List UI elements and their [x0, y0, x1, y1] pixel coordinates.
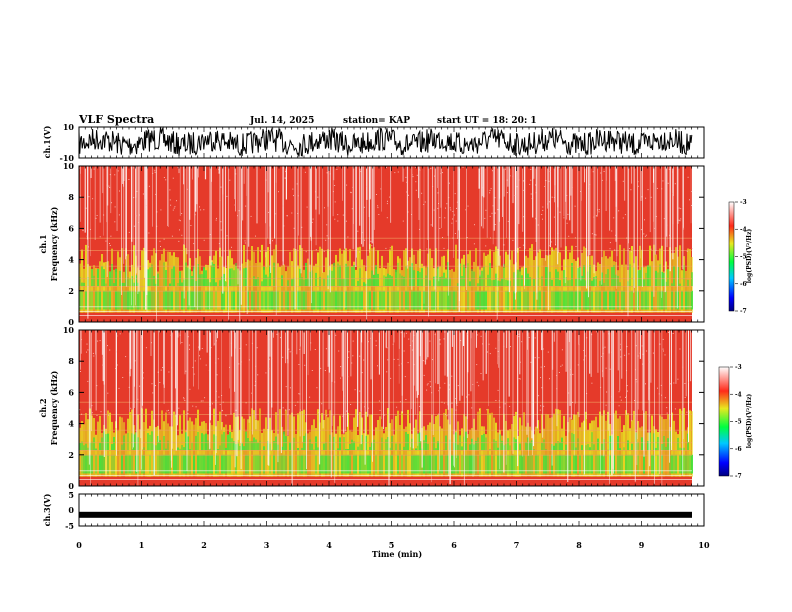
ch2-ytick-label: 4 [68, 419, 74, 429]
ch3-trace [79, 511, 692, 518]
ch1-spectrogram-panel: 0 2 4 6 8 10 ch.1 Frequency (kHz) [38, 161, 705, 327]
x-tick-label: 9 [639, 540, 645, 550]
ch1-ytick-top: 10 [63, 122, 75, 132]
x-tick-label: 10 [698, 540, 710, 550]
x-tick-label: 3 [264, 540, 270, 550]
ch1-colorbar: -3 -4 -5 -6 -7 log(PSD)(V²/Hz) [728, 199, 753, 315]
start-time-label: start UT = 18: 20: 1 [437, 116, 537, 126]
x-tick-label: 5 [389, 540, 395, 550]
x-tick-label: 1 [139, 540, 145, 550]
ch2-ytick-label: 6 [68, 387, 74, 397]
ch2-colorbar-tick-label: -5 [735, 419, 742, 426]
ch2-ytick-label: 0 [68, 481, 74, 491]
ch1-ytick-label: 0 [68, 317, 74, 327]
ch1-ylabel-bottom: Frequency (kHz) [49, 206, 59, 281]
x-axis-label: Time (min) [372, 549, 422, 559]
ch1-trace [78, 126, 693, 157]
ch2-colorbar-tick-label: -3 [735, 364, 742, 371]
ch3-ylabel: ch.3(V) [42, 493, 52, 526]
ch1-ytick-label: 6 [68, 223, 74, 233]
x-tick-label: 7 [514, 540, 520, 550]
figure-title: VLF Spectra [78, 113, 154, 126]
ch1-colorbar-tick-label: -7 [740, 308, 747, 315]
ch3-ytick-top: 5 [68, 490, 74, 500]
ch1-ytick-bottom: -10 [60, 153, 75, 163]
ch1-colorbar-tick-label: -5 [740, 254, 747, 261]
ch1-waveform-panel: 10 -10 ch.1(V) [42, 122, 705, 163]
ch2-ylabel-top: ch.2 [38, 398, 48, 417]
x-tick-label: 0 [76, 540, 82, 550]
ch1-colorbar-tick-label: -3 [740, 199, 747, 206]
ch3-ytick-mid: 0 [68, 505, 74, 515]
ch2-spectrogram-panel: 0 2 4 6 8 10 ch.2 Frequency (kHz) [38, 325, 705, 491]
ch2-ytick-label: 10 [63, 325, 75, 335]
ch1-spectrogram-image [79, 166, 693, 323]
ch1-colorbar-tick-label: -4 [740, 226, 747, 233]
ch1-ylabel: ch.1(V) [42, 125, 52, 158]
ch2-ytick-label: 2 [68, 450, 74, 460]
ch2-colorbar-tick-label: -7 [735, 473, 742, 480]
ch2-colorbar-label: log(PSD)(V²/Hz) [746, 394, 753, 449]
ch2-colorbar: -3 -4 -5 -6 -7 log(PSD)(V²/Hz) [718, 364, 753, 480]
ch2-ylabel-bottom: Frequency (kHz) [49, 370, 59, 445]
x-tick-label: 4 [326, 540, 332, 550]
ch1-ytick-label: 4 [68, 255, 74, 265]
x-tick-label: 8 [576, 540, 582, 550]
ch1-colorbar-label: log(PSD)(V²/Hz) [746, 229, 753, 284]
ch3-waveform-panel: 5 0 -5 ch.3(V) [42, 490, 705, 531]
ch2-spectrogram-image [79, 330, 693, 491]
date-label: Jul. 14, 2025 [249, 116, 314, 126]
ch1-colorbar-tick-label: -6 [740, 281, 747, 288]
station-label: station= KAP [343, 116, 410, 126]
ch2-colorbar-tick-label: -6 [735, 446, 742, 453]
ch2-colorbar-tick-label: -4 [735, 391, 742, 398]
ch1-ylabel-top: ch.1 [38, 234, 48, 253]
ch1-ytick-label: 10 [63, 161, 75, 171]
x-tick-label: 2 [201, 540, 207, 550]
x-tick-label: 6 [451, 540, 457, 550]
ch1-ytick-label: 2 [68, 286, 74, 296]
ch2-ytick-label: 8 [68, 356, 74, 366]
ch1-ytick-label: 8 [68, 192, 74, 202]
x-axis: 0 1 2 3 4 5 6 7 8 9 10 [76, 127, 710, 550]
ch3-ytick-bottom: -5 [65, 521, 74, 531]
